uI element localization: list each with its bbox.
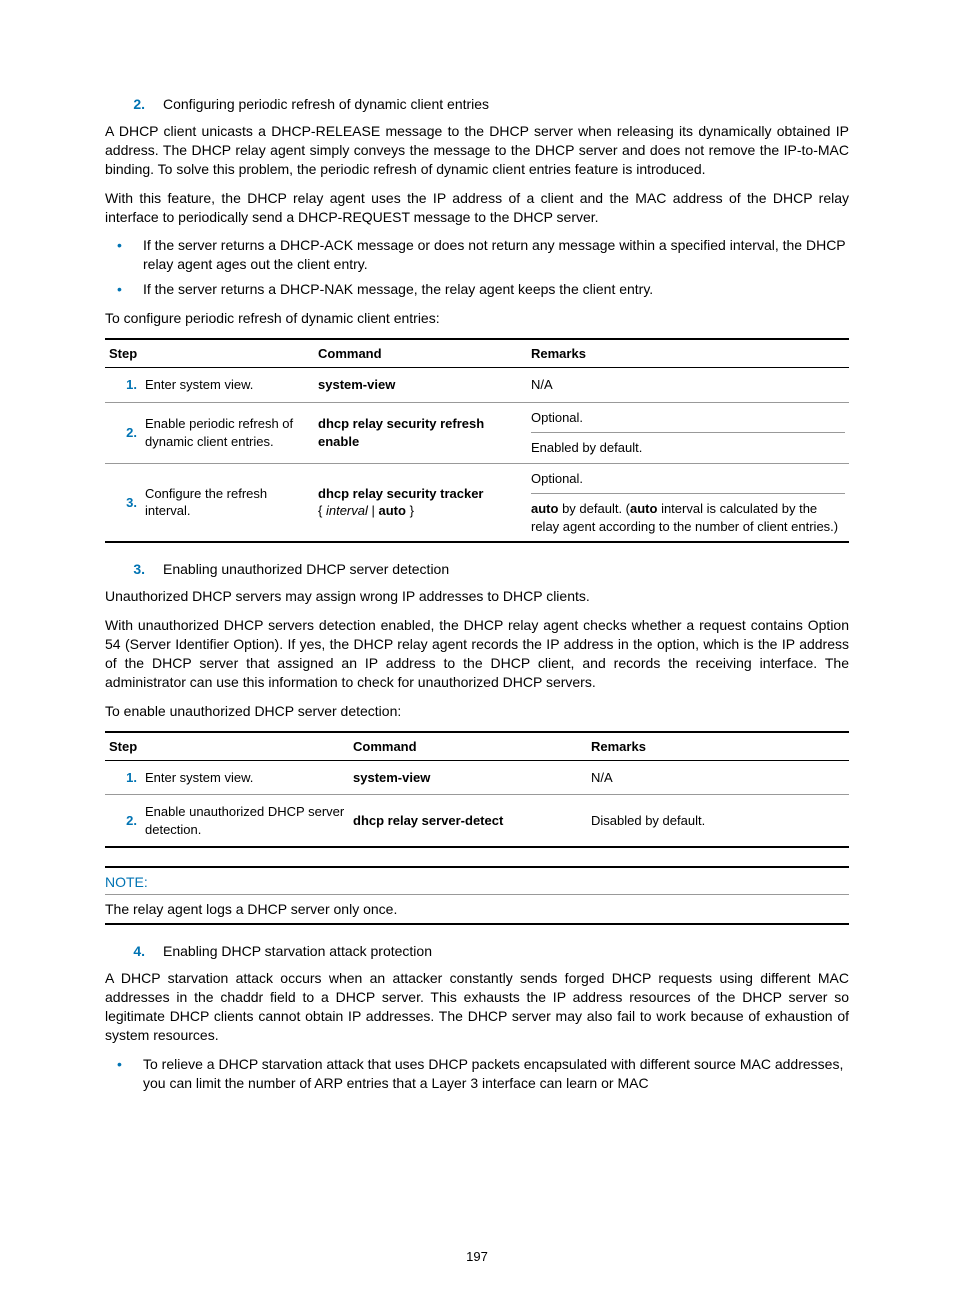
remarks-text: Optional. [531,464,845,495]
remarks-text: N/A [587,760,849,795]
table-row: 2. Enable periodic refresh of dynamic cl… [105,402,849,463]
cmd-italic: interval [326,503,368,518]
command-text: system-view [349,760,587,795]
step-number: 1. [105,760,141,795]
remarks-part: by default. ( [558,501,630,516]
config-table-1: Step Command Remarks 1. Enter system vie… [105,338,849,543]
table-header-step: Step [105,732,349,761]
heading-item-2: 2. Configuring periodic refresh of dynam… [105,96,849,112]
command-text: dhcp relay security tracker { interval |… [314,463,527,542]
table-header-command: Command [349,732,587,761]
step-text: Enter system view. [141,368,314,403]
table-header-command: Command [314,339,527,368]
command-text: dhcp relay security refresh enable [314,402,527,463]
step-number: 1. [105,368,141,403]
step-number: 3. [105,463,141,542]
remarks-text: Enabled by default. [531,433,845,463]
heading-title: Configuring periodic refresh of dynamic … [163,96,849,112]
bullet-list: If the server returns a DHCP-ACK message… [105,236,849,299]
heading-title: Enabling unauthorized DHCP server detect… [163,561,849,577]
table-row: 3. Configure the refresh interval. dhcp … [105,463,849,542]
remarks-cell: Optional. Enabled by default. [527,402,849,463]
table-row: 1. Enter system view. system-view N/A [105,368,849,403]
bullet-item: To relieve a DHCP starvation attack that… [105,1055,849,1093]
remarks-cell: Optional. auto by default. (auto interva… [527,463,849,542]
note-title: NOTE: [105,868,849,895]
cmd-brace: { [318,503,326,518]
lead-text: To configure periodic refresh of dynamic… [105,309,849,328]
lead-text: To enable unauthorized DHCP server detec… [105,702,849,721]
paragraph: With unauthorized DHCP servers detection… [105,616,849,692]
config-table-2: Step Command Remarks 1. Enter system vie… [105,731,849,849]
step-number: 2. [105,402,141,463]
cmd-brace: } [406,503,414,518]
table-header-remarks: Remarks [527,339,849,368]
remarks-text: N/A [527,368,849,403]
paragraph: A DHCP starvation attack occurs when an … [105,969,849,1045]
remarks-text: Optional. [531,403,845,434]
table-row: 2. Enable unauthorized DHCP server detec… [105,795,849,848]
step-text: Enable periodic refresh of dynamic clien… [141,402,314,463]
step-number: 2. [105,795,141,848]
step-text: Configure the refresh interval. [141,463,314,542]
paragraph: A DHCP client unicasts a DHCP-RELEASE me… [105,122,849,179]
command-text: system-view [314,368,527,403]
bullet-item: If the server returns a DHCP-NAK message… [105,280,849,299]
remarks-bold: auto [531,501,558,516]
bullet-item: If the server returns a DHCP-ACK message… [105,236,849,274]
table-row: 1. Enter system view. system-view N/A [105,760,849,795]
table-header-remarks: Remarks [587,732,849,761]
cmd-bold: auto [379,503,406,518]
table-header-step: Step [105,339,314,368]
heading-item-4: 4. Enabling DHCP starvation attack prote… [105,943,849,959]
note-body: The relay agent logs a DHCP server only … [105,895,849,923]
heading-item-3: 3. Enabling unauthorized DHCP server det… [105,561,849,577]
paragraph: With this feature, the DHCP relay agent … [105,189,849,227]
heading-number: 4. [105,943,163,959]
document-page: 2. Configuring periodic refresh of dynam… [0,0,954,1296]
step-text: Enter system view. [141,760,349,795]
remarks-text: Disabled by default. [587,795,849,848]
remarks-bold: auto [630,501,657,516]
note-box: NOTE: The relay agent logs a DHCP server… [105,866,849,925]
bullet-list: To relieve a DHCP starvation attack that… [105,1055,849,1093]
heading-number: 2. [105,96,163,112]
paragraph: Unauthorized DHCP servers may assign wro… [105,587,849,606]
heading-number: 3. [105,561,163,577]
cmd-pipe: | [368,503,379,518]
command-text: dhcp relay server-detect [349,795,587,848]
cmd-bold: dhcp relay security tracker [318,486,483,501]
step-text: Enable unauthorized DHCP server detectio… [141,795,349,848]
heading-title: Enabling DHCP starvation attack protecti… [163,943,849,959]
remarks-text: auto by default. (auto interval is calcu… [531,494,845,541]
page-number: 197 [0,1249,954,1264]
